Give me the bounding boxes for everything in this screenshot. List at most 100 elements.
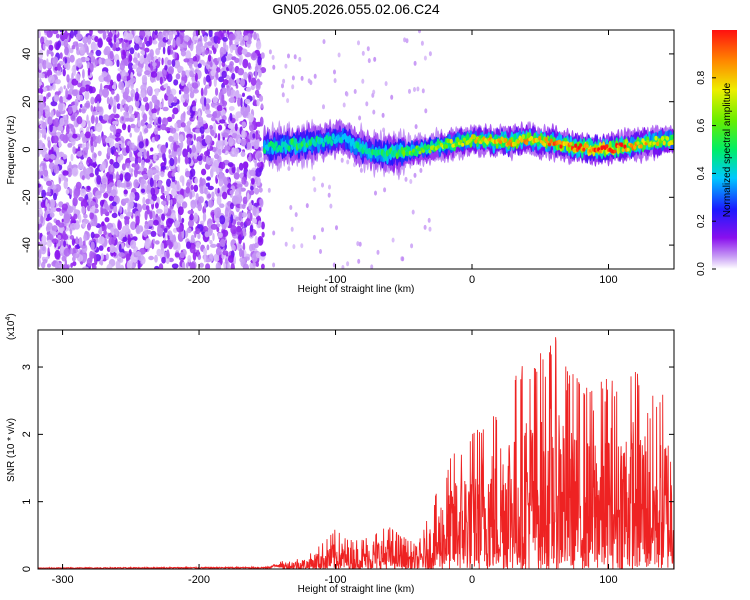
noise-speckle: [160, 242, 165, 251]
noise-speckle: [170, 188, 177, 197]
signal-blob: [656, 141, 660, 147]
noise-speckle: [123, 189, 128, 195]
noise-speckle: [82, 240, 86, 246]
noise-speckle: [241, 121, 247, 128]
signal-blob: [665, 136, 670, 141]
noise-speckle: [113, 204, 118, 214]
noise-speckle: [150, 147, 154, 152]
noise-speckle: [215, 217, 220, 224]
noise-speckle: [228, 255, 234, 263]
noise-speckle: [409, 179, 413, 184]
noise-speckle: [183, 35, 190, 42]
noise-speckle: [38, 130, 41, 139]
noise-speckle: [126, 50, 129, 57]
noise-speckle: [134, 91, 139, 102]
noise-speckle: [192, 251, 197, 261]
noise-speckle: [81, 205, 86, 215]
noise-speckle: [152, 62, 157, 67]
noise-speckle: [94, 36, 99, 43]
x-tick-label: -300: [52, 274, 74, 286]
noise-speckle: [419, 168, 423, 173]
noise-speckle: [101, 221, 105, 227]
colorbar-tick-label: 0.8: [696, 70, 707, 84]
noise-speckle: [119, 61, 126, 71]
noise-speckle: [149, 49, 154, 58]
noise-speckle: [249, 224, 254, 233]
noise-speckle: [121, 116, 124, 121]
noise-speckle: [117, 146, 120, 154]
noise-speckle: [135, 215, 140, 226]
noise-speckle: [257, 81, 263, 86]
noise-speckle: [82, 36, 88, 44]
noise-speckle: [187, 120, 191, 128]
noise-speckle: [212, 233, 215, 241]
noise-speckle: [90, 96, 95, 105]
noise-speckle: [376, 249, 380, 255]
colorbar-label: Normalized spectral amplitude: [722, 82, 733, 217]
noise-speckle: [212, 96, 218, 104]
noise-speckle: [130, 254, 134, 264]
signal-blob: [428, 149, 432, 154]
noise-speckle: [69, 30, 74, 39]
noise-speckle: [413, 87, 416, 92]
noise-speckle: [374, 190, 377, 196]
noise-speckle: [102, 30, 107, 40]
noise-speckle: [207, 193, 212, 199]
noise-speckle: [237, 97, 241, 107]
noise-speckle: [58, 159, 64, 166]
noise-speckle: [210, 69, 216, 77]
noise-speckle: [145, 40, 151, 47]
noise-speckle: [94, 59, 98, 66]
noise-speckle: [103, 114, 110, 121]
noise-speckle: [233, 256, 236, 265]
noise-speckle: [240, 97, 243, 108]
noise-speckle: [129, 192, 136, 201]
signal-blob: [538, 135, 542, 141]
noise-speckle: [197, 116, 204, 123]
noise-speckle: [52, 135, 59, 144]
noise-speckle: [99, 183, 106, 194]
noise-speckle: [202, 212, 207, 222]
noise-speckle: [222, 36, 228, 42]
noise-speckle: [249, 123, 255, 132]
noise-speckle: [98, 226, 103, 235]
noise-speckle: [259, 207, 262, 212]
noise-speckle: [365, 101, 369, 107]
noise-speckle: [95, 203, 99, 209]
noise-speckle: [238, 162, 244, 171]
signal-blob: [636, 141, 640, 145]
signal-blob: [525, 141, 529, 146]
noise-speckle: [167, 59, 172, 66]
noise-speckle: [246, 30, 253, 34]
noise-speckle: [140, 104, 146, 112]
noise-speckle: [130, 123, 136, 129]
noise-speckle: [327, 192, 331, 198]
noise-speckle: [130, 142, 135, 149]
noise-speckle: [192, 56, 198, 62]
noise-speckle: [427, 217, 431, 223]
noise-speckle: [289, 205, 293, 210]
noise-speckle: [300, 75, 304, 81]
noise-speckle: [161, 256, 167, 264]
noise-speckle: [116, 73, 122, 82]
signal-blob: [436, 145, 440, 149]
signal-blob: [508, 139, 512, 143]
noise-speckle: [64, 46, 69, 56]
noise-speckle: [337, 52, 341, 58]
noise-speckle: [414, 124, 418, 130]
noise-speckle: [48, 74, 55, 84]
noise-speckle: [72, 104, 77, 113]
noise-speckle: [195, 228, 201, 235]
noise-speckle: [58, 151, 65, 157]
noise-speckle: [187, 210, 195, 215]
noise-speckle: [140, 178, 146, 185]
noise-speckle: [71, 45, 76, 50]
noise-speckle: [243, 256, 250, 261]
noise-speckle: [242, 161, 249, 170]
noise-speckle: [204, 109, 211, 115]
noise-speckle: [312, 176, 316, 182]
noise-speckle: [182, 93, 190, 100]
signal-blob: [549, 138, 553, 144]
noise-speckle: [47, 186, 51, 194]
noise-speckle: [158, 41, 162, 51]
